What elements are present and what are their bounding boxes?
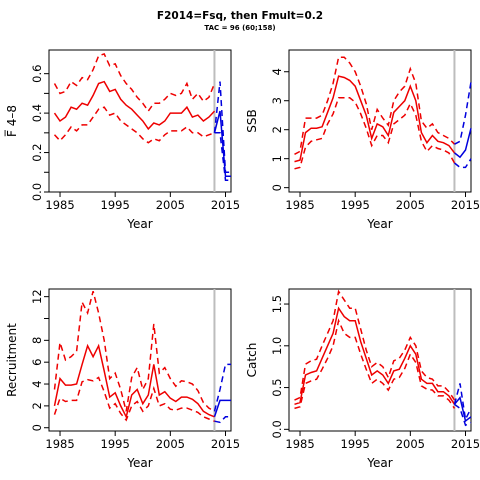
x-tick-label: 2015 (211, 437, 240, 451)
y-tick-label: 1.0 (270, 337, 284, 355)
x-tick-label: 1985 (285, 198, 314, 212)
series-historic-dashed-line (294, 318, 456, 410)
y-axis-label: Catch (245, 343, 259, 378)
plot-frame (48, 288, 232, 432)
series-projection-solid-line (213, 399, 231, 418)
series-projection-dashed-line (454, 403, 472, 427)
y-tick-label: 0.5 (270, 378, 284, 396)
x-tick-label: 2005 (396, 198, 425, 212)
y-tick-label: 12 (30, 289, 44, 304)
series-projection-dashed-line (213, 363, 231, 412)
page-subtitle: TAC = 96 (60;158) (204, 24, 276, 32)
x-axis-label: Year (366, 456, 392, 470)
x-tick-label: 1995 (341, 437, 370, 451)
chart-panel-f: 1985 1995 2005 2015 0.0 0.2 0.4 0.6 Year F̅ 4–8 (4, 49, 240, 231)
chart-panel-ssb: 1985 1995 2005 2015 0 1 2 3 4 Year SSB (245, 49, 480, 231)
x-tick-label: 2015 (211, 198, 240, 212)
y-axis-label: F̅ 4–8 (4, 105, 19, 137)
x-tick-label: 1985 (45, 437, 74, 451)
series-historic-dashed-line (53, 52, 216, 113)
y-axis-label: SSB (245, 109, 259, 132)
x-tick-label: 2005 (396, 437, 425, 451)
x-axis-label: Year (366, 217, 392, 231)
plot-frame (288, 288, 472, 432)
y-tick-label: 2 (270, 126, 284, 133)
x-tick-label: 1985 (285, 437, 314, 451)
y-tick-label: 0.6 (30, 65, 44, 83)
y-tick-label: 4 (30, 380, 44, 387)
series-projection-dashed-line (213, 81, 231, 174)
plot-frame (288, 49, 472, 193)
y-tick-label: 6 (30, 359, 44, 366)
y-tick-label: 1 (270, 155, 284, 162)
x-tick-label: 2015 (451, 198, 480, 212)
series-historic-dashed-line (53, 376, 215, 422)
series-projection-dashed-line (214, 416, 231, 424)
series-historic-dashed-line (294, 289, 456, 401)
x-tick-label: 2005 (156, 437, 185, 451)
series-historic-dashed-line (294, 97, 456, 170)
y-tick-label: 1.5 (270, 295, 284, 313)
series-projection-dashed-line (453, 383, 472, 422)
series-projection-dashed-line (454, 81, 472, 145)
y-tick-label: 0.2 (30, 143, 44, 161)
y-tick-label: 2 (30, 402, 44, 409)
page-title: F2014=Fsq, then Fmult=0.2 (156, 10, 324, 22)
series-historic-dashed-line (294, 56, 456, 155)
series-projection-solid-line (453, 395, 472, 423)
y-tick-label: 0 (270, 184, 284, 191)
series-projection-solid-line (454, 128, 472, 159)
y-tick-label: 0 (30, 424, 44, 431)
series-historic-solid-line (294, 75, 456, 163)
chart-panel-catch: 1985 1995 2005 2015 0.0 0.5 1.0 1.5 Year Catch (245, 288, 480, 470)
series-projection-dashed-line (454, 158, 472, 169)
x-tick-label: 1995 (341, 198, 370, 212)
y-axis-label: Recruitment (5, 323, 19, 397)
x-tick-label: 1985 (45, 198, 74, 212)
y-tick-label: 0.4 (30, 104, 44, 122)
y-tick-label: 8 (30, 337, 44, 344)
x-tick-label: 2015 (451, 437, 480, 451)
y-tick-label: 0.0 (30, 183, 44, 201)
series-projection-dashed-line (214, 132, 231, 181)
series-historic-solid-line (294, 306, 456, 406)
x-axis-label: Year (126, 217, 152, 231)
plot-frame (48, 49, 232, 193)
series-historic-solid-line (53, 343, 215, 419)
series-historic-dashed-line (53, 291, 215, 412)
x-tick-label: 1995 (101, 198, 130, 212)
x-axis-label: Year (126, 456, 152, 470)
chart-panel-recruitment: 1985 1995 2005 2015 0 2 4 6 8 12 Year Recruitment (5, 288, 240, 470)
series-historic-solid-line (53, 80, 216, 131)
series-projection-solid-line (213, 110, 231, 177)
x-tick-label: 2005 (156, 198, 185, 212)
y-tick-label: 0.0 (270, 420, 284, 438)
y-tick-label: 4 (270, 68, 284, 75)
x-tick-label: 1995 (101, 437, 130, 451)
series-historic-dashed-line (53, 106, 215, 144)
y-tick-label: 3 (270, 97, 284, 104)
